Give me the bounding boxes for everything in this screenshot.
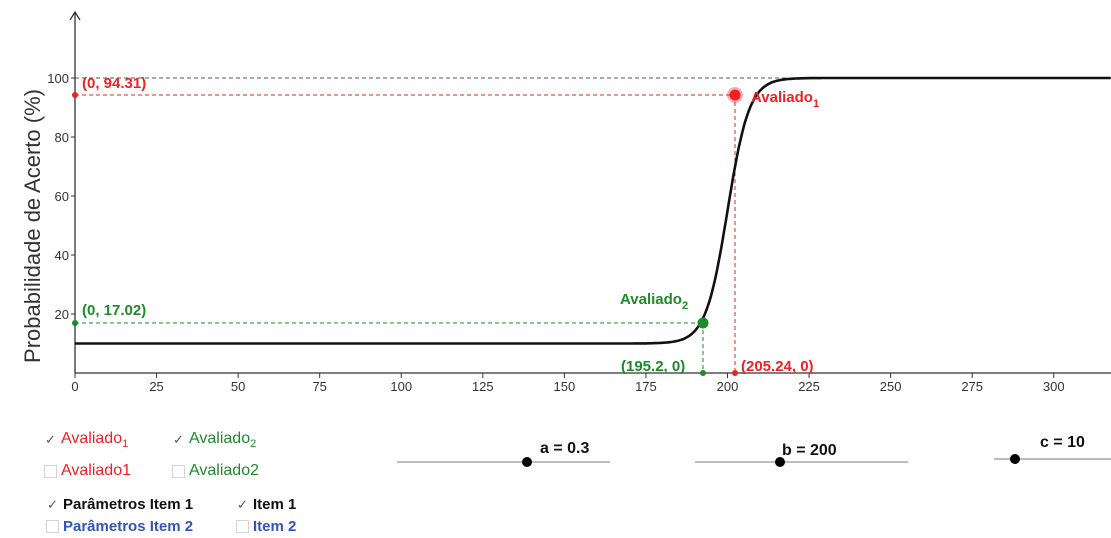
x-tick-label: 50 <box>231 379 245 394</box>
avaliado2-point-label: Avaliado2 <box>620 291 688 312</box>
slider-a-knob[interactable] <box>522 457 532 467</box>
avaliado1-coord-label: (0, 94.31) <box>82 75 146 92</box>
checkbox-avaliado2-box[interactable] <box>172 464 185 478</box>
x-tick-label: 175 <box>635 379 657 394</box>
x-tick-label: 150 <box>554 379 576 394</box>
checkbox-avaliado2-sub[interactable]: ✓ Avaliado2 <box>172 430 257 450</box>
y-tick-label: 100 <box>47 71 69 86</box>
checkbox-item2[interactable]: Item 2 <box>236 518 296 535</box>
checkbox-avaliado1-label: Avaliado1 <box>61 462 131 479</box>
y-tick-label: 20 <box>55 307 69 322</box>
checkbox-avaliado1-box[interactable] <box>44 464 57 478</box>
checkbox-param-item2-label: Parâmetros Item 2 <box>63 518 194 535</box>
y-tick-label: 80 <box>55 130 69 145</box>
slider-b-label: b = 200 <box>782 442 837 459</box>
x-tick-label: 125 <box>472 379 494 394</box>
slider-a-track[interactable] <box>397 461 610 463</box>
slider-c-track[interactable] <box>994 458 1111 460</box>
checkbox-item1[interactable]: ✓ Item 1 <box>236 496 296 513</box>
avaliado1-x-label: (205.24, 0) <box>741 358 814 375</box>
y-tick-label: 60 <box>55 189 69 204</box>
checkbox-avaliado1-sub[interactable]: ✓ Avaliado1 <box>44 430 129 450</box>
x-tick-label: 250 <box>880 379 902 394</box>
x-tick-label: 25 <box>149 379 163 394</box>
avaliado1-y-axis-point[interactable] <box>72 92 78 98</box>
avaliado1-point-label: Avaliado1 <box>751 89 819 110</box>
graph-canvas[interactable]: 0 25 50 75 100 125 150 175 200 225 250 275 300 20 40 6… <box>0 0 1111 410</box>
checkbox-avaliado2-sub-box[interactable]: ✓ <box>172 431 185 447</box>
x-tick-label: 200 <box>717 379 739 394</box>
x-tick-label: 100 <box>390 379 412 394</box>
slider-c-knob[interactable] <box>1010 454 1020 464</box>
avaliado2-coord-label: (0, 17.02) <box>82 302 146 319</box>
y-axis-label: Probabilidade de Acerto (%) <box>20 89 45 363</box>
avaliado2-point[interactable] <box>697 317 709 329</box>
checkbox-avaliado1-sub-label: Avaliado1 <box>61 430 129 450</box>
checkbox-param-item1[interactable]: ✓ Parâmetros Item 1 <box>46 496 193 513</box>
x-tick-label: 0 <box>71 379 78 394</box>
x-tick-label: 275 <box>961 379 983 394</box>
checkbox-param-item1-label: Parâmetros Item 1 <box>63 496 194 513</box>
checkbox-item1-box[interactable]: ✓ <box>236 497 249 512</box>
avaliado2-x-label: (195.2, 0) <box>621 358 685 375</box>
checkbox-item1-label: Item 1 <box>253 496 297 513</box>
checkbox-item2-box[interactable] <box>236 520 249 533</box>
checkbox-avaliado2-sub-label: Avaliado2 <box>189 430 257 450</box>
checkbox-avaliado2-label: Avaliado2 <box>189 462 259 479</box>
slider-b-knob[interactable] <box>775 457 785 467</box>
y-axis-arrow <box>69 10 81 21</box>
avaliado2-y-axis-point[interactable] <box>72 320 78 326</box>
x-tick-label: 225 <box>798 379 820 394</box>
avaliado1-point[interactable] <box>729 89 741 101</box>
slider-b-track[interactable] <box>695 461 908 463</box>
x-tick-label: 300 <box>1043 379 1065 394</box>
checkbox-param-item2[interactable]: Parâmetros Item 2 <box>46 518 193 535</box>
checkbox-avaliado2[interactable]: Avaliado2 <box>172 462 259 480</box>
slider-c-label: c = 10 <box>1040 434 1085 451</box>
y-tick-label: 40 <box>55 248 69 263</box>
checkbox-param-item1-box[interactable]: ✓ <box>46 497 59 512</box>
checkbox-avaliado1-sub-box[interactable]: ✓ <box>44 431 57 447</box>
checkbox-avaliado1[interactable]: Avaliado1 <box>44 462 131 480</box>
checkbox-param-item2-box[interactable] <box>46 520 59 533</box>
avaliado2-x-axis-point[interactable] <box>700 370 706 376</box>
x-tick-label: 75 <box>312 379 326 394</box>
avaliado1-x-axis-point[interactable] <box>732 370 738 376</box>
item-characteristic-curve[interactable] <box>75 76 1111 345</box>
checkbox-item2-label: Item 2 <box>253 518 297 535</box>
slider-a-label: a = 0.3 <box>540 440 590 457</box>
